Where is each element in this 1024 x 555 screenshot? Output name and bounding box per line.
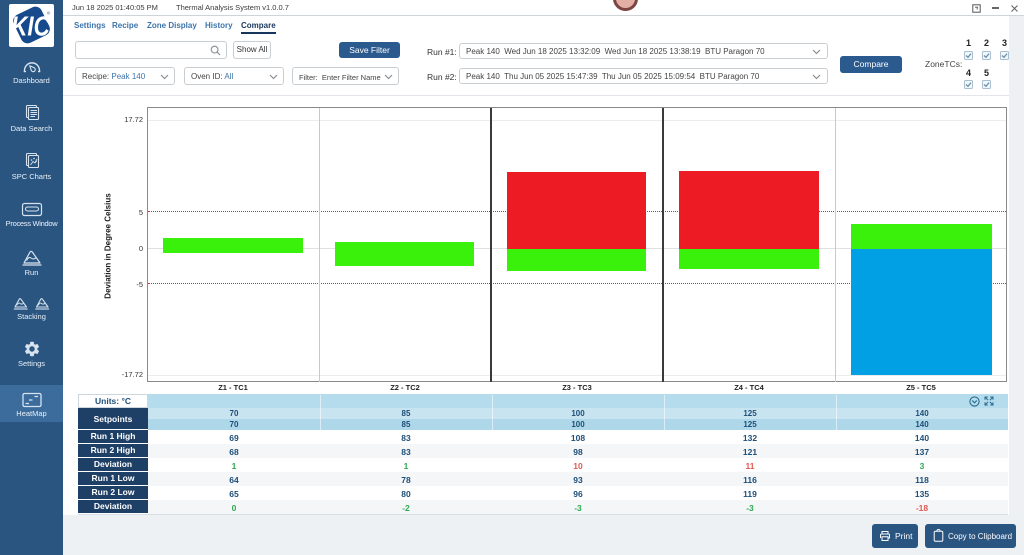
svg-text:KIC: KIC: [11, 11, 50, 42]
